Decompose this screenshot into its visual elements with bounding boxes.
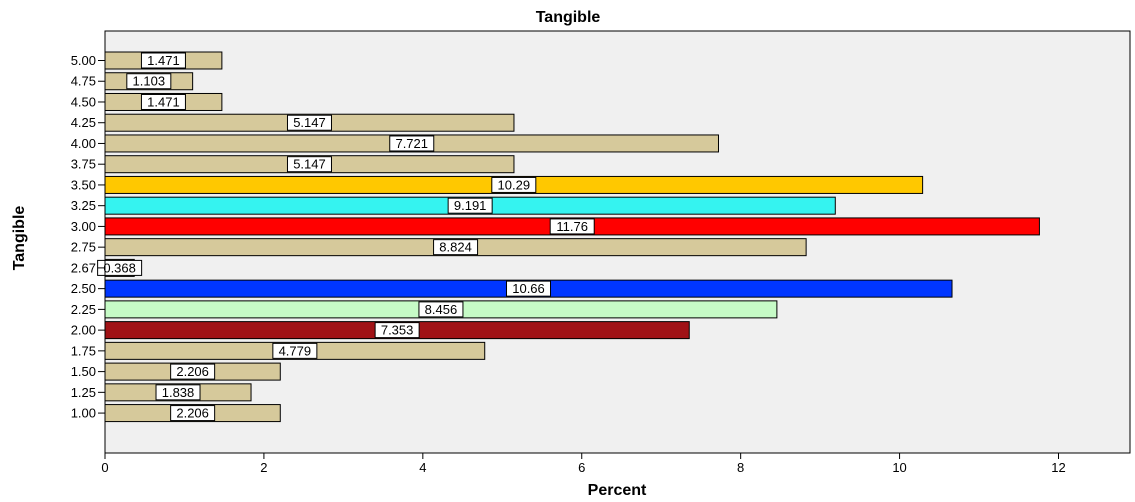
y-tick-label: 2.50: [71, 281, 96, 296]
x-axis-title: Percent: [588, 482, 647, 499]
x-tick-label: 0: [101, 460, 108, 475]
data-label-box: [374, 322, 420, 339]
data-label: 0.368: [103, 260, 136, 275]
y-tick-label: 4.50: [71, 94, 96, 109]
data-label-box: [433, 239, 479, 256]
y-tick-label: 1.50: [71, 364, 96, 379]
x-tick-label: 4: [419, 460, 426, 475]
data-label: 2.206: [176, 364, 209, 379]
y-tick-label: 3.25: [71, 198, 96, 213]
x-tick-label: 12: [1051, 460, 1065, 475]
y-tick-label: 3.50: [71, 177, 96, 192]
y-tick-label: 2.75: [71, 240, 96, 255]
data-label-box: [447, 197, 493, 214]
data-label-box: [170, 363, 216, 380]
chart-title: Tangible: [536, 9, 601, 26]
y-tick-label: 1.25: [71, 385, 96, 400]
data-label: 8.824: [439, 240, 472, 255]
y-tick-label: 3.75: [71, 157, 96, 172]
data-label: 7.353: [381, 323, 414, 338]
x-tick-label: 6: [578, 460, 585, 475]
data-label-box: [155, 384, 201, 401]
data-labels-layer: 1.471 1.103 1.471 5.147 7.721 5.147 10.29 9.191…: [97, 52, 595, 422]
y-tick-label: 4.75: [71, 74, 96, 89]
data-label: 5.147: [293, 157, 326, 172]
data-label: 1.103: [133, 74, 166, 89]
data-label: 10.66: [512, 281, 545, 296]
data-label-box: [272, 342, 318, 359]
y-axis: 5.00 4.75 4.50 4.25 4.00 3.75 3.50 3.25 3.00 2.75…: [71, 31, 106, 453]
data-label-box: [418, 301, 464, 318]
y-tick-label: 3.00: [71, 219, 96, 234]
y-tick-label: 1.75: [71, 343, 96, 358]
data-label: 4.779: [279, 343, 312, 358]
x-tick-label: 2: [260, 460, 267, 475]
y-tick-label: 2.67: [71, 260, 96, 275]
y-axis-title: Tangible: [11, 206, 28, 271]
data-label-box: [506, 280, 552, 297]
bars-layer: [104, 51, 1040, 423]
data-label-box: [140, 93, 186, 110]
x-tick-label: 8: [737, 460, 744, 475]
data-label: 1.471: [147, 94, 180, 109]
data-label: 7.721: [395, 136, 428, 151]
data-label: 1.471: [147, 53, 180, 68]
y-tick-label: 4.00: [71, 136, 96, 151]
data-label-box: [140, 52, 186, 69]
data-label: 10.29: [498, 177, 531, 192]
data-label-box: [549, 218, 595, 235]
data-label-box: [286, 156, 332, 173]
data-label-box: [491, 176, 537, 193]
data-label: 11.76: [556, 219, 588, 234]
y-tick-label: 5.00: [71, 53, 96, 68]
data-label: 1.838: [162, 385, 195, 400]
data-label-box: [97, 259, 143, 276]
data-label: 5.147: [293, 115, 326, 130]
data-label-box: [126, 73, 172, 90]
data-label: 2.206: [176, 406, 209, 421]
y-tick-label: 1.00: [71, 406, 96, 421]
x-axis: 0 2 4 6 8 10 12: [101, 453, 1066, 475]
x-tick-label: 10: [892, 460, 906, 475]
data-label: 9.191: [454, 198, 487, 213]
data-label-box: [170, 405, 216, 422]
data-label-box: [286, 114, 332, 131]
data-label: 8.456: [425, 302, 458, 317]
y-tick-label: 2.00: [71, 323, 96, 338]
data-label-box: [389, 135, 435, 152]
y-tick-label: 4.25: [71, 115, 96, 130]
y-tick-label: 2.25: [71, 302, 96, 317]
